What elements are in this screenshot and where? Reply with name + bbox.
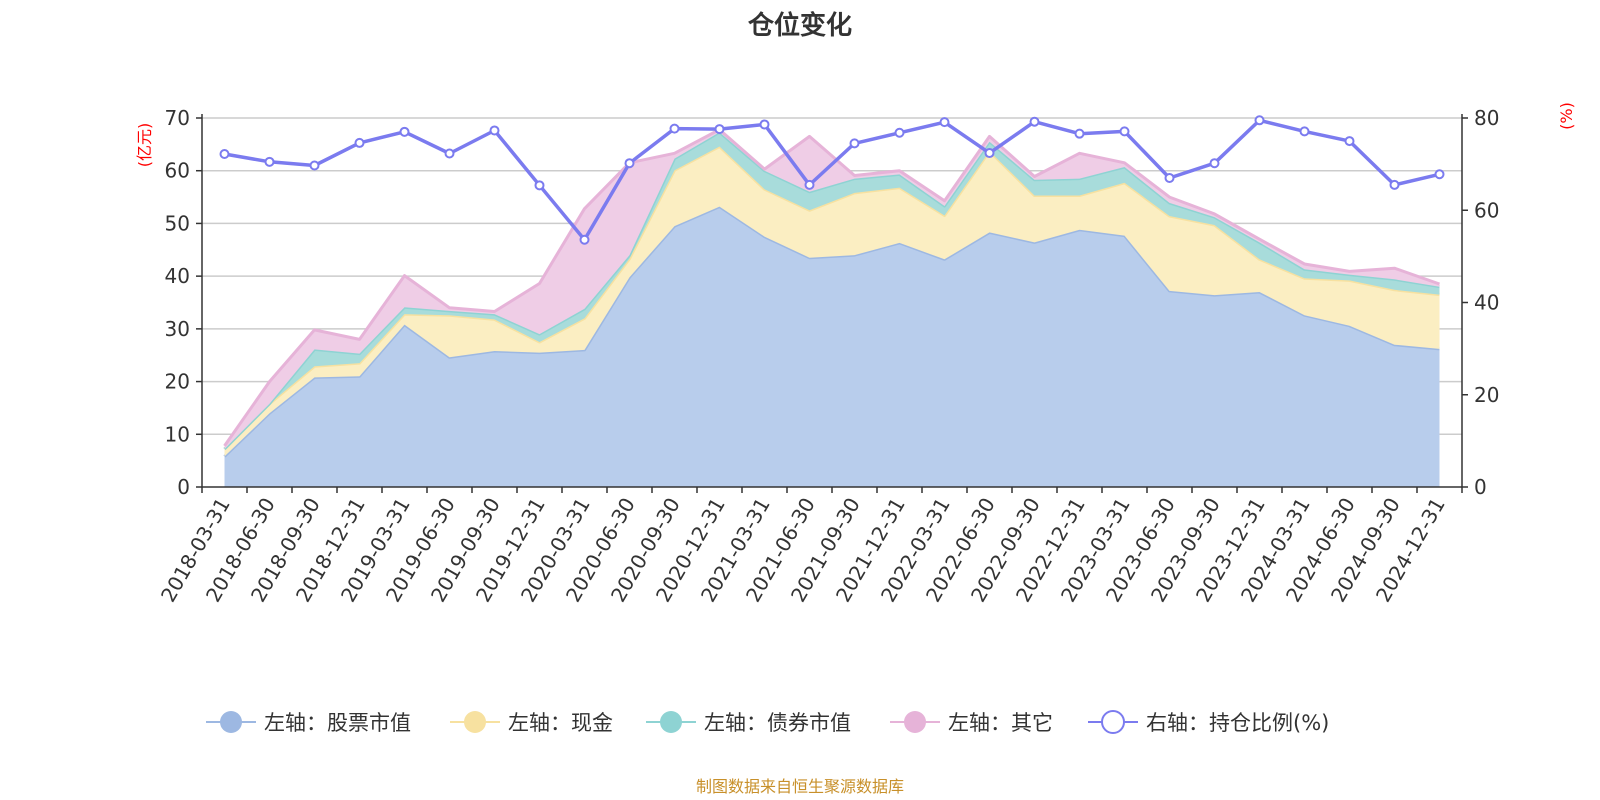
ratio-line — [224, 118, 1440, 242]
ratio-point-2019-06-30 — [444, 148, 455, 159]
ratio-point-2022-09-30 — [1029, 116, 1040, 127]
legend-label: 右轴：持仓比例(%) — [1146, 711, 1329, 735]
ratio-point-2023-03-31 — [1119, 126, 1130, 137]
ratio-point-2018-09-30 — [309, 160, 320, 171]
stacked-areas — [223, 128, 1440, 487]
right-tick-label-80: 80 — [1474, 106, 1499, 130]
legend: 左轴：股票市值 左轴：现金 左轴：债券市值 左轴：其它 右轴：持仓比例(%) — [206, 710, 1329, 735]
ratio-point-2018-03-31 — [219, 148, 230, 159]
left-tick-label-40: 40 — [165, 264, 190, 288]
right-tick-label-40: 40 — [1474, 291, 1499, 315]
ratio-point-2023-06-30 — [1164, 172, 1175, 183]
legend-item-2: 左轴：现金 — [450, 711, 613, 735]
legend-filled-circle-icon — [904, 711, 926, 733]
ratio-point-2020-12-31 — [714, 124, 725, 135]
ratio-point-2021-03-31 — [759, 119, 770, 130]
legend-label: 左轴：股票市值 — [264, 711, 411, 735]
legend-item-1: 左轴：股票市值 — [206, 711, 411, 735]
left-axis-unit: (亿元) — [135, 123, 154, 168]
left-tick-label-60: 60 — [165, 159, 190, 183]
ratio-point-2020-09-30 — [669, 123, 680, 134]
ratio-point-2018-06-30 — [264, 156, 275, 167]
right-tick-label-20: 20 — [1474, 383, 1499, 407]
source-note: 制图数据来自恒生聚源数据库 — [696, 777, 904, 796]
left-tick-label-30: 30 — [165, 317, 190, 341]
chart-title: 仓位变化 — [747, 10, 852, 41]
ratio-point-2019-12-31 — [534, 180, 545, 191]
ratio-point-2020-06-30 — [624, 158, 635, 169]
right-axis-unit: (%) — [1557, 102, 1576, 130]
left-tick-label-10: 10 — [165, 422, 190, 446]
ratio-point-2024-09-30 — [1389, 179, 1400, 190]
legend-label: 左轴：债券市值 — [704, 711, 851, 735]
right-tick-label-0: 0 — [1474, 475, 1487, 499]
ratio-point-2021-09-30 — [849, 138, 860, 149]
ratio-point-2020-03-31 — [579, 234, 590, 245]
ratio-point-2019-09-30 — [489, 125, 500, 136]
area-series-2 — [224, 146, 1440, 457]
ratio-point-2024-12-31 — [1434, 169, 1445, 180]
legend-filled-circle-icon — [220, 711, 242, 733]
ratio-point-2018-12-31 — [354, 137, 365, 148]
ratio-point-2023-12-31 — [1254, 115, 1265, 126]
ratio-point-2021-12-31 — [894, 127, 905, 138]
ratio-point-2022-03-31 — [939, 117, 950, 128]
ratio-point-2024-03-31 — [1299, 126, 1310, 137]
left-tick-label-20: 20 — [165, 370, 190, 394]
legend-label: 左轴：其它 — [948, 711, 1053, 735]
left-tick-label-0: 0 — [177, 475, 190, 499]
legend-label: 左轴：现金 — [508, 711, 613, 735]
area-series-1 — [224, 206, 1440, 487]
ratio-point-2022-12-31 — [1074, 128, 1085, 139]
left-tick-label-70: 70 — [165, 106, 190, 130]
ratio-point-2022-06-30 — [984, 148, 995, 159]
legend-item-5: 右轴：持仓比例(%) — [1088, 710, 1329, 735]
legend-filled-circle-icon — [464, 711, 486, 733]
legend-item-3: 左轴：债券市值 — [646, 711, 851, 735]
ratio-point-2023-09-30 — [1209, 158, 1220, 169]
right-tick-label-60: 60 — [1474, 198, 1499, 222]
ratio-point-2021-06-30 — [804, 179, 815, 190]
area-series-4-edge — [223, 128, 1440, 447]
legend-hollow-circle-icon — [1101, 710, 1125, 734]
legend-item-4: 左轴：其它 — [890, 711, 1053, 735]
ratio-point-2024-06-30 — [1344, 136, 1355, 147]
ratio-point-2019-03-31 — [399, 126, 410, 137]
area-series-3 — [224, 132, 1440, 449]
legend-filled-circle-icon — [660, 711, 682, 733]
ratio-line-series — [219, 115, 1445, 245]
left-tick-label-50: 50 — [165, 211, 190, 235]
